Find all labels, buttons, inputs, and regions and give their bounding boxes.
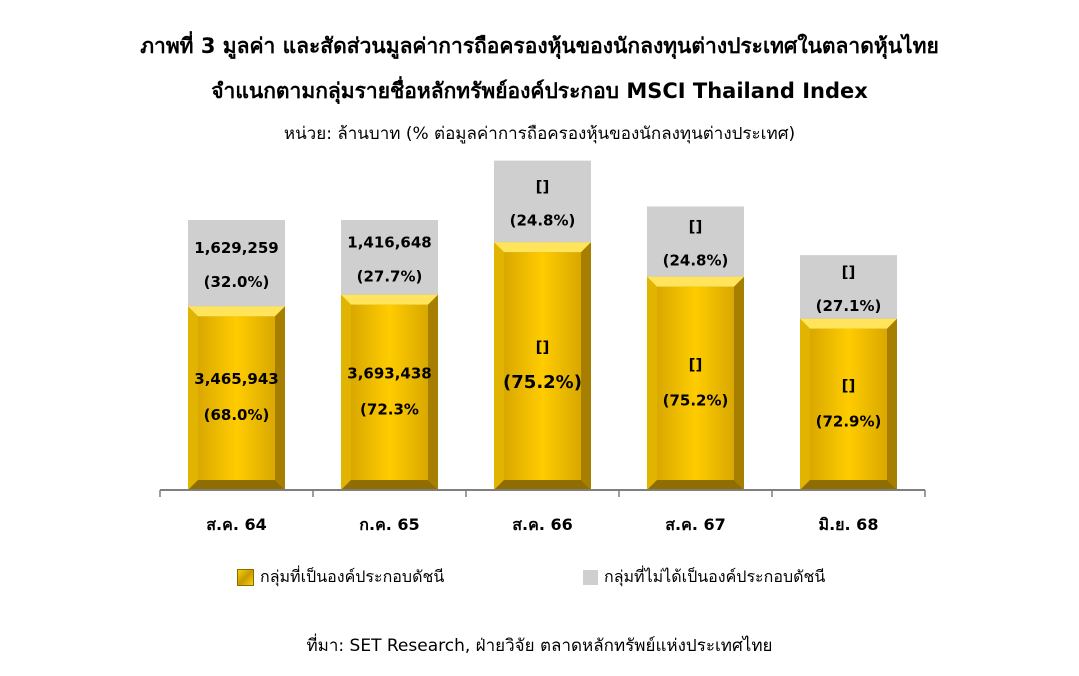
data-label-index-value-3: []	[689, 355, 703, 373]
bar-bevel-bottom-1	[341, 480, 438, 490]
bar-bevel-bottom-4	[800, 480, 897, 490]
data-label-non-index-value-1: 1,416,648	[347, 233, 431, 251]
legend-item-non-index: กลุ่มที่ไม่ได้เป็นองค์ประกอบดัชนี	[583, 565, 825, 590]
data-label-non-index-percent-0: (32.0%)	[204, 273, 270, 291]
x-tick-label-1: ก.ค. 65	[359, 515, 419, 534]
x-tick-label-2: ส.ค. 66	[512, 515, 572, 534]
bar-face-index-0	[198, 316, 275, 480]
data-label-index-percent-3: (75.2%)	[663, 391, 729, 409]
bar-face-index-4	[810, 328, 887, 480]
legend-item-index: กลุ่มที่เป็นองค์ประกอบดัชนี	[237, 565, 444, 590]
bar-segment-non-index-3	[647, 206, 744, 277]
bar-bevel-bottom-2	[494, 480, 591, 490]
data-label-index-percent-1: (72.3%	[360, 400, 419, 418]
data-label-index-value-0: 3,465,943	[194, 370, 278, 388]
bar-segment-non-index-2	[494, 160, 591, 243]
bar-bevel-bottom-0	[188, 480, 285, 490]
data-label-non-index-percent-4: (27.1%)	[816, 297, 882, 315]
x-tick-label-3: ส.ค. 67	[665, 515, 725, 534]
data-label-index-value-2: []	[536, 338, 550, 356]
data-label-index-percent-0: (68.0%)	[204, 406, 270, 424]
source-note: ที่มา: SET Research, ฝ่ายวิจัย ตลาดหลักท…	[306, 636, 773, 656]
x-tick-label-0: ส.ค. 64	[206, 515, 266, 534]
data-label-non-index-value-0: 1,629,259	[194, 239, 278, 257]
data-label-non-index-value-3: []	[689, 218, 703, 236]
bar-segment-non-index-4	[800, 255, 897, 319]
legend-label-index: กลุ่มที่เป็นองค์ประกอบดัชนี	[260, 567, 445, 586]
bar-bevel-top-2	[494, 242, 591, 253]
bar-bevel-top-4	[800, 318, 897, 329]
legend-label-non-index: กลุ่มที่ไม่ได้เป็นองค์ประกอบดัชนี	[604, 567, 826, 586]
bar-bevel-top-3	[647, 276, 744, 287]
data-label-index-percent-2: (75.2%)	[503, 372, 582, 393]
bar-bevel-left-4	[800, 318, 810, 490]
bar-bevel-left-3	[647, 276, 657, 490]
data-label-non-index-percent-2: (24.8%)	[510, 211, 576, 229]
bar-bevel-right-1	[428, 294, 438, 490]
bar-bevel-right-2	[581, 242, 591, 490]
bar-bevel-left-2	[494, 242, 504, 490]
bar-segment-non-index-0	[188, 220, 285, 307]
legend-swatch-index	[237, 569, 254, 586]
bar-bevel-bottom-3	[647, 480, 744, 490]
bar-segment-non-index-1	[341, 220, 438, 295]
data-label-non-index-percent-3: (24.8%)	[663, 252, 729, 270]
data-label-index-value-1: 3,693,438	[347, 364, 431, 382]
legend-swatch-non-index	[583, 570, 598, 585]
data-label-non-index-value-2: []	[536, 177, 550, 195]
bar-bevel-right-3	[734, 276, 744, 490]
chart-title: ภาพที่ 3 มูลค่า และสัดส่วนมูลค่าการถือคร…	[140, 34, 939, 58]
x-tick-label-4: มิ.ย. 68	[819, 515, 879, 534]
bar-face-index-3	[657, 286, 734, 480]
bar-bevel-top-0	[188, 306, 285, 317]
chart-subtitle: จำแนกตามกลุ่มรายชื่อหลักทรัพย์องค์ประกอบ…	[211, 79, 868, 103]
bar-face-index-1	[351, 304, 428, 480]
bar-bevel-left-0	[188, 306, 198, 490]
data-label-index-value-4: []	[842, 376, 856, 394]
unit-label: หน่วย: ล้านบาท (% ต่อมูลค่าการถือครองหุ้…	[283, 124, 796, 144]
bar-bevel-top-1	[341, 294, 438, 305]
bar-bevel-right-0	[275, 306, 285, 490]
data-label-non-index-value-4: []	[842, 263, 856, 281]
bar-bevel-right-4	[887, 318, 897, 490]
data-label-index-percent-4: (72.9%)	[816, 412, 882, 430]
bar-bevel-left-1	[341, 294, 351, 490]
data-label-non-index-percent-1: (27.7%)	[357, 267, 423, 285]
bar-face-index-2	[504, 252, 581, 480]
